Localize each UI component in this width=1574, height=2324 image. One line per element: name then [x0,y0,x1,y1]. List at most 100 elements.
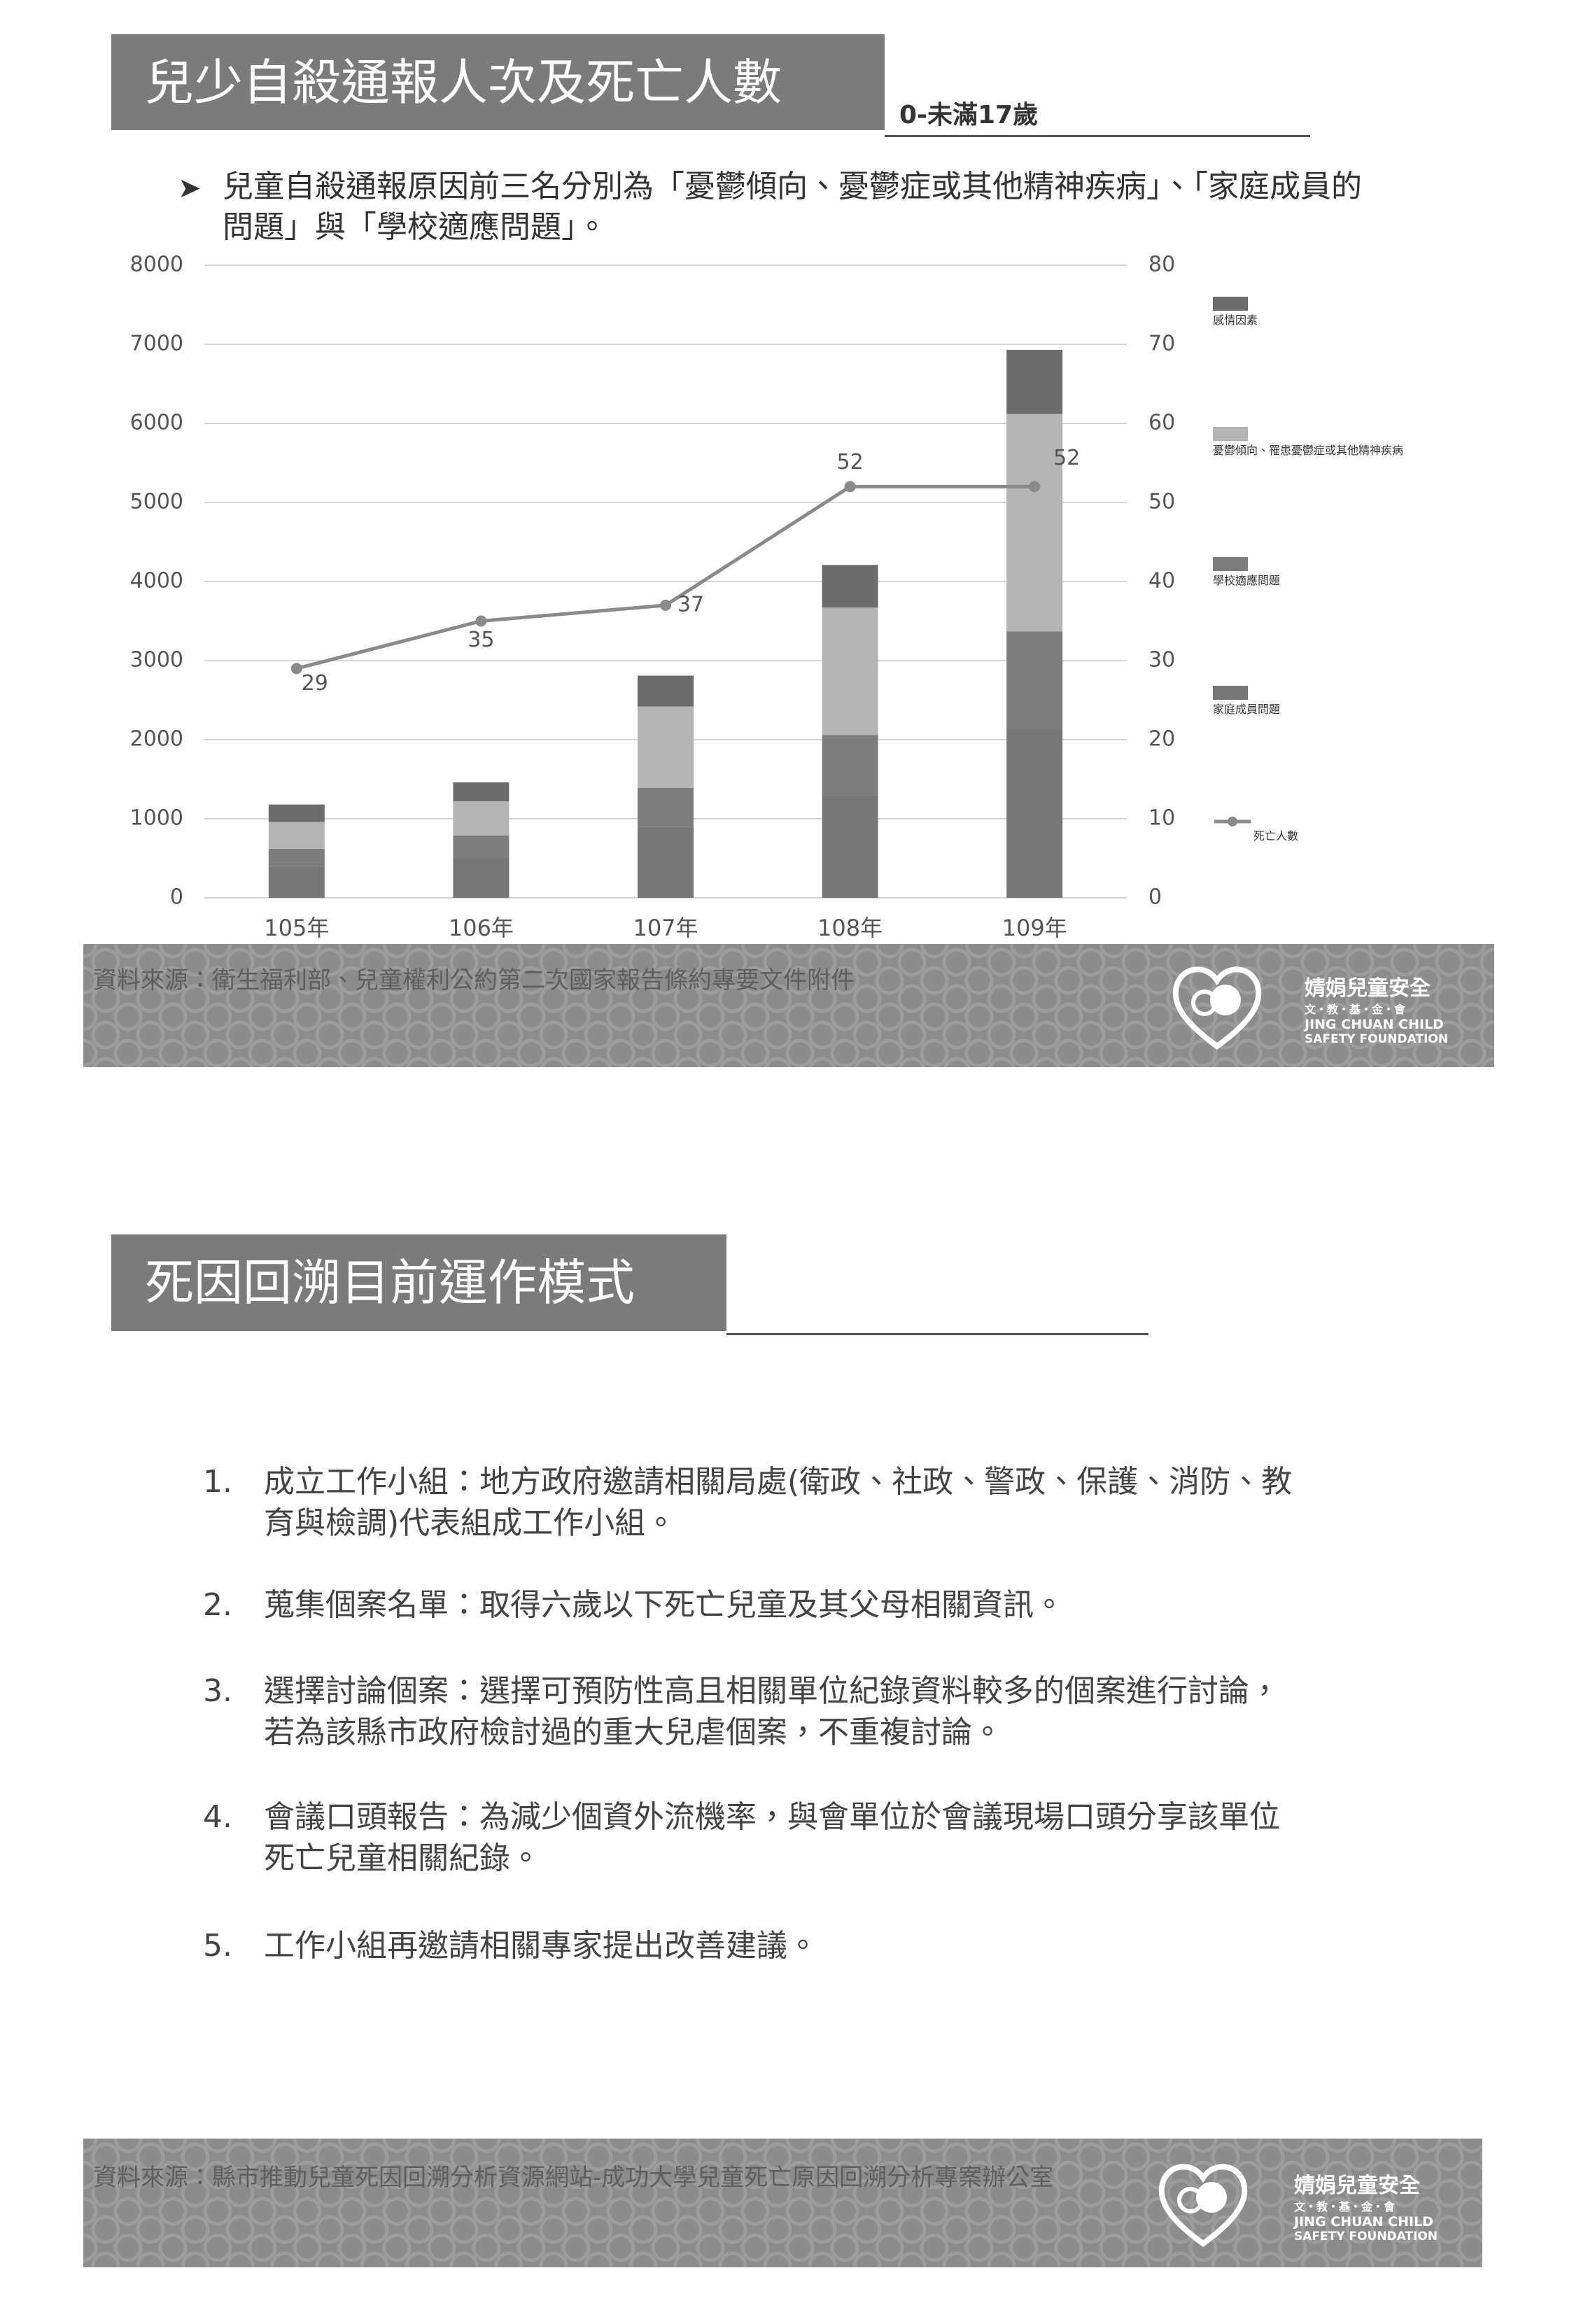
x-tick-label: 106年 [449,915,514,941]
bar-segment [268,822,325,849]
legend-label: 感情因素 [1213,314,1258,327]
y-tick-label: 4000 [130,569,183,593]
logo-sub: 文・教・基・金・會 [1294,2200,1396,2213]
legend-label: 學校適應問題 [1213,574,1281,587]
legend-marker [1228,817,1237,826]
source-text: 資料來源：縣市推動兒童死因回溯分析資源網站-成功大學兒童死亡原因回溯分析專案辦公… [93,2164,1054,2192]
legend-swatch [1213,686,1248,700]
list-number: 4. [203,1799,232,1835]
y-tick-label: 2000 [130,727,183,752]
bar-segment [822,565,878,608]
bar-segment [638,675,694,707]
source-text: 資料來源：衛生福利部、兒童權利公約第二次國家報告條約專要文件附件 [93,966,855,994]
legend-item: 感情因素 [1213,286,1437,328]
logo-name: 婧娟兒童安全 [1294,2174,1420,2198]
legend-swatch [1213,557,1248,571]
y-tick-label: 5000 [130,490,183,514]
legend-label: 憂鬱傾向、罹患憂鬱症或其他精神疾病 [1213,444,1404,457]
panel-pattern [83,2139,1482,2267]
y2-tick-label: 0 [1148,885,1162,910]
line-point [475,615,487,627]
legend-item: 死亡人數 [1213,803,1437,843]
line-point [290,663,302,675]
bullet-icon: ➤ [178,172,202,204]
bar-segment [1006,414,1063,632]
bar-segment [638,787,694,827]
bar-segment [638,826,694,898]
list-text: 會議口頭報告：為減少個資外流機率，與會單位於會議現場口頭分享該單位死亡兒童相關紀… [264,1799,1280,1876]
x-tick-label: 109年 [1002,915,1067,941]
bar-segment [268,804,325,822]
logo-en: SAFETY FOUNDATION [1294,2230,1438,2244]
bar-segment [1006,728,1063,898]
logo-en: JING CHUAN CHILD [1305,1017,1444,1032]
y2-tick-label: 80 [1148,253,1175,277]
data-label: 52 [837,450,864,474]
list-number: 5. [203,1928,232,1964]
logo-name: 婧娟兒童安全 [1305,976,1431,1001]
y-tick-label: 6000 [130,411,183,435]
bar-segment [453,782,510,802]
y2-tick-label: 10 [1148,806,1175,831]
y-tick-label: 8000 [130,253,183,277]
logo-mark [1158,2164,1248,2247]
logo-en: JING CHUAN CHILD [1294,2214,1433,2230]
list-text: 工作小組再邀請相關專家提出改善建議。 [264,1928,818,1964]
data-label: 35 [468,628,494,652]
bar-segment [268,866,325,898]
section-title: 兒少自殺通報人次及死亡人數 [111,34,885,130]
y2-tick-label: 60 [1148,411,1175,435]
bar-segment [1006,349,1063,414]
list-number: 1. [203,1464,232,1500]
y2-tick-label: 70 [1148,332,1175,356]
bar-segment [1006,631,1063,728]
source-panel: 資料來源：縣市推動兒童死因回溯分析資源網站-成功大學兒童死亡原因回溯分析專案辦公… [83,2139,1482,2267]
legend-item: 家庭成員問題 [1213,675,1437,717]
logo-sub: 文・教・基・金・會 [1305,1003,1406,1016]
bar-segment [268,848,325,866]
line [296,484,1035,670]
y-tick-label: 1000 [130,806,183,831]
legend-swatch [1214,817,1251,826]
data-label: 37 [677,592,704,617]
bar-segment [822,607,878,735]
list-number: 2. [203,1587,232,1623]
bar-segment [453,835,510,859]
data-label: 52 [1053,446,1080,470]
legend-label: 家庭成員問題 [1213,703,1281,716]
logo-mark [1172,966,1262,1050]
y-tick-label: 3000 [130,648,183,672]
list-text: 成立工作小組：地方政府邀請相關局處(衛政、社政、警政、保護、消防、教育與檢調)代… [264,1464,1293,1541]
list-text: 蒐集個案名單：取得六歲以下死亡兒童及其父母相關資訊。 [264,1587,1064,1623]
x-tick-label: 107年 [633,915,698,941]
legend-item: 學校適應問題 [1213,546,1437,588]
x-tick-label: 105年 [264,915,329,941]
data-label: 29 [302,671,328,696]
x-tick-label: 108年 [817,915,883,941]
bar-segment [453,801,510,836]
list-number: 3. [203,1673,232,1709]
panel-pattern [83,944,1494,1067]
bullet-text: 兒童自殺通報原因前三名分別為「憂鬱傾向、憂鬱症或其他精神疾病」、「家庭成員的問題… [223,169,1362,245]
legend-swatch [1213,297,1248,311]
y2-tick-label: 30 [1148,648,1175,672]
y-tick-label: 7000 [130,332,183,356]
y-tick-label: 0 [170,885,183,910]
source-panel: 資料來源：衛生福利部、兒童權利公約第二次國家報告條約專要文件附件 婧娟兒童安全 … [83,944,1494,1067]
chart: 0 1000 2000 3000 4000 5000 6000 7000 8000 0 10 20 30… [130,253,1176,942]
legend-item: 憂鬱傾向、罹患憂鬱症或其他精神疾病 [1213,416,1437,458]
bar-segment [638,706,694,788]
y2-tick-label: 40 [1148,569,1175,593]
y2-tick-label: 50 [1148,490,1175,514]
legend-label: 死亡人數 [1253,829,1299,843]
subtitle: 0-未滿17歲 [899,101,1039,129]
legend-swatch [1213,427,1248,441]
line-point [660,599,671,611]
logo-en: SAFETY FOUNDATION [1305,1032,1449,1046]
bar-segment [453,858,510,898]
rule [885,135,1310,137]
y2-tick-label: 20 [1148,727,1175,752]
rule [726,1333,1148,1335]
line-point [844,481,856,493]
